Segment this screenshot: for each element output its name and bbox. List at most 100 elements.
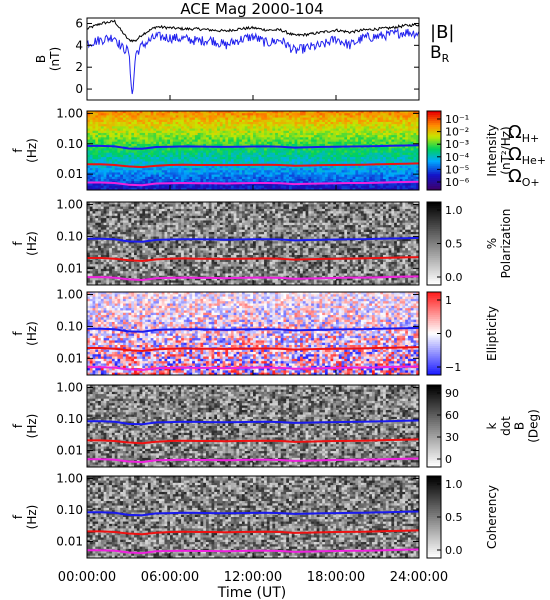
spectrogram-cell — [228, 207, 231, 210]
spectrogram-cell — [281, 211, 284, 214]
spectrogram-cell — [322, 207, 325, 210]
spectrogram-cell — [308, 207, 311, 210]
spectrogram-cell — [281, 207, 284, 210]
spectrogram-cell — [270, 207, 273, 210]
spectrogram-cell — [231, 211, 234, 214]
spectrogram-cell — [236, 211, 239, 214]
spectrogram-cell — [333, 207, 336, 210]
spectrogram-cell — [148, 207, 151, 210]
spectrogram-cell — [358, 207, 361, 210]
spectrogram-cell — [297, 207, 300, 210]
spectrogram-cell — [159, 211, 162, 214]
spectrogram-cell — [156, 207, 159, 210]
spectrogram-cell — [328, 211, 331, 214]
colorbar-tick-label: 10⁻¹ — [445, 113, 469, 126]
y-tick-label: 0 — [75, 82, 83, 96]
spectrogram-cell — [333, 211, 336, 214]
spectrogram-cell — [250, 207, 253, 210]
spectrogram-cell — [117, 211, 120, 214]
spectrogram-cell — [200, 207, 203, 210]
spectrogram-cell — [214, 211, 217, 214]
spectrogram-cell — [162, 211, 165, 214]
spectrogram-cell — [375, 211, 378, 214]
spectrogram-cell — [289, 211, 292, 214]
spectrogram-cell — [391, 207, 394, 210]
spectrogram-cell — [267, 207, 270, 210]
spectrogram-cell — [123, 211, 126, 214]
spectrogram-cell — [234, 207, 237, 210]
spectrogram-cell — [189, 211, 192, 214]
spectrogram-cell — [283, 207, 286, 210]
spectrogram-cell — [203, 211, 206, 214]
spectrogram-cell — [319, 211, 322, 214]
spectrogram-cell — [217, 211, 220, 214]
colorbar-tick-label: 10⁻⁵ — [445, 163, 469, 176]
spectrogram-cell — [178, 207, 181, 210]
spectrogram-cell — [104, 207, 107, 210]
spectrogram-cell — [245, 211, 248, 214]
spectrogram-cell — [187, 211, 190, 214]
spectrogram-cell — [206, 207, 209, 210]
spectrogram-cell — [145, 211, 148, 214]
spectrogram-cell — [151, 211, 154, 214]
spectrogram-cell — [164, 211, 167, 214]
spectrogram-cell — [162, 207, 165, 210]
spectrogram-cell — [192, 207, 195, 210]
spectrogram-cell — [286, 211, 289, 214]
spectrogram-cell — [98, 211, 101, 214]
spectrogram-cell — [200, 211, 203, 214]
spectrogram-cell — [283, 211, 286, 214]
spectrogram-cell — [297, 211, 300, 214]
spectrogram-cell — [109, 211, 112, 214]
colorbar: 10⁻¹10⁻²10⁻³10⁻⁴10⁻⁵10⁻⁶ — [427, 111, 470, 191]
spectrogram-cell — [131, 207, 134, 210]
spectrogram-cell — [364, 211, 367, 214]
y-tick-label: 6 — [75, 16, 83, 30]
plot-area-b — [87, 18, 419, 100]
spectrogram-cell — [112, 207, 115, 210]
spectrogram-cell — [98, 207, 101, 210]
spectrogram-cell — [245, 207, 248, 210]
spectrogram-cell — [358, 211, 361, 214]
spectrogram-cell — [104, 211, 107, 214]
spectrogram-cell — [234, 211, 237, 214]
spectrogram-cell — [383, 207, 386, 210]
spectrogram-cell — [380, 211, 383, 214]
spectrogram-cell — [140, 211, 143, 214]
spectrogram-cell — [306, 207, 309, 210]
plot-layers: 0246B(nT)|B|BR1.000.100.01f(Hz)10⁻¹10⁻²1… — [11, 16, 546, 585]
spectrogram-cell — [325, 207, 328, 210]
y-tick-label: 0.10 — [56, 137, 83, 151]
spectrogram-cell — [261, 211, 264, 214]
spectrogram-cell — [159, 207, 162, 210]
spectrogram-cell — [101, 211, 104, 214]
spectrogram-cell — [195, 211, 198, 214]
spectrogram-cell — [187, 207, 190, 210]
spectrogram-cell — [311, 211, 314, 214]
spectrogram-cell — [178, 211, 181, 214]
spectrogram-cell — [184, 207, 187, 210]
spectrogram-cell — [361, 207, 364, 210]
spectrogram-cell — [156, 211, 159, 214]
spectrogram-cell — [120, 211, 123, 214]
y-tick-label: 2 — [75, 60, 83, 74]
spectrogram-cell — [306, 211, 309, 214]
spectrogram-cell — [378, 207, 381, 210]
spectrogram-cell — [120, 207, 123, 210]
spectrogram-cell — [142, 207, 145, 210]
spectrogram-cell — [300, 211, 303, 214]
spectrogram-cell — [247, 211, 250, 214]
spectrogram-cell — [253, 211, 256, 214]
spectrogram-cell — [101, 207, 104, 210]
spectrogram-cell — [295, 207, 298, 210]
spectrogram-cell — [397, 207, 400, 210]
spectrogram-cell — [366, 211, 369, 214]
y-axis-label-b: B(nT) — [34, 47, 62, 71]
spectrogram-cell — [408, 207, 411, 210]
spectrogram-cell — [380, 207, 383, 210]
spectrogram-cell — [330, 207, 333, 210]
spectrogram-cell — [247, 207, 250, 210]
spectrogram-cell — [184, 211, 187, 214]
spectrogram-cell — [126, 207, 129, 210]
